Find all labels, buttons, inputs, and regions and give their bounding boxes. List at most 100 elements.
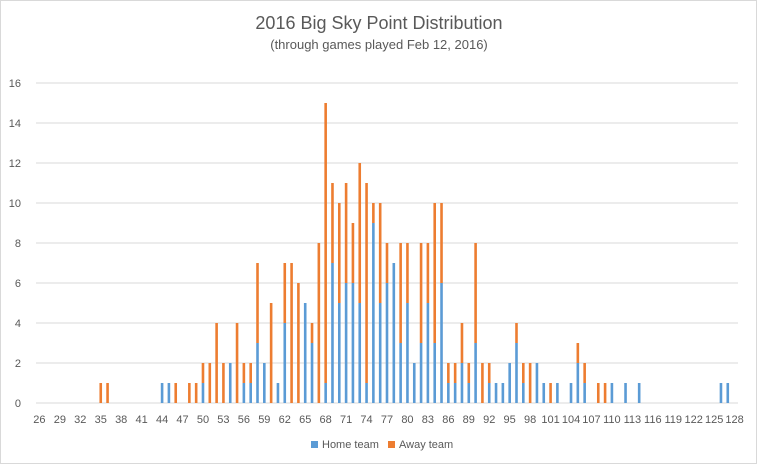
bar-away-team [467, 363, 471, 383]
bar-home-team [501, 383, 505, 403]
y-tick-label: 16 [9, 78, 21, 90]
bar-away-team [481, 363, 484, 403]
x-tick-label: 74 [360, 414, 372, 426]
bar-away-team [106, 383, 109, 403]
bar-away-team [487, 363, 491, 383]
bar-home-team [249, 383, 252, 403]
y-tick-label: 2 [15, 358, 21, 370]
y-tick-label: 12 [9, 158, 21, 170]
bar-away-team [269, 303, 273, 403]
bar-away-team [385, 243, 389, 283]
bar-home-team [474, 343, 477, 403]
x-tick-label: 53 [217, 414, 229, 426]
bar-home-team [337, 303, 341, 403]
x-tick-label: 35 [95, 414, 107, 426]
legend-swatch-home [311, 441, 318, 448]
bar-away-team [515, 323, 518, 343]
bar-away-team [99, 383, 103, 403]
x-tick-label: 50 [197, 414, 209, 426]
y-axis-ticks: 0 2 4 6 8 10 12 14 16 [9, 78, 21, 410]
bar-home-team [726, 383, 730, 403]
bar-away-team [549, 383, 552, 403]
bar-away-team [297, 283, 300, 403]
bar-away-team [235, 323, 239, 403]
x-tick-label: 86 [442, 414, 454, 426]
bar-home-team [576, 363, 580, 403]
bar-away-team [242, 363, 246, 383]
bar-away-team [399, 243, 402, 343]
bar-away-team [522, 363, 525, 383]
bar-home-team [256, 343, 259, 403]
bar-away-team [337, 203, 341, 303]
chart-subtitle: (through games played Feb 12, 2016) [270, 37, 488, 52]
x-tick-label: 110 [603, 414, 621, 426]
bar-home-team [542, 383, 546, 403]
legend-swatch-away [388, 441, 395, 448]
bar-home-team [440, 283, 443, 403]
bar-home-team [583, 383, 586, 403]
bar-away-team [440, 203, 443, 283]
bar-home-team [426, 303, 430, 403]
bar-away-team [249, 363, 252, 383]
bar-home-team [494, 383, 498, 403]
y-tick-label: 8 [15, 238, 21, 250]
bar-home-team [637, 383, 641, 403]
bar-home-team [447, 383, 450, 403]
bar-away-team [419, 243, 423, 343]
x-tick-label: 128 [725, 414, 743, 426]
bar-home-team [201, 383, 205, 403]
x-tick-label: 119 [664, 414, 682, 426]
bar-away-team [215, 323, 218, 403]
bars [99, 103, 730, 403]
bar-home-team [385, 283, 389, 403]
bar-home-team [535, 363, 539, 403]
x-tick-label: 116 [644, 414, 662, 426]
bar-home-team [344, 283, 348, 403]
bar-home-team [228, 363, 232, 403]
x-tick-label: 83 [422, 414, 434, 426]
bar-away-team [310, 323, 314, 343]
x-tick-label: 71 [340, 414, 352, 426]
y-tick-label: 14 [9, 118, 21, 130]
bar-home-team [283, 323, 287, 403]
bar-away-team [583, 363, 586, 383]
bar-home-team [378, 303, 382, 403]
bar-home-team [263, 363, 266, 403]
bar-away-team [317, 243, 321, 403]
x-tick-label: 89 [463, 414, 475, 426]
bar-home-team [276, 383, 280, 403]
bar-away-team [426, 243, 430, 303]
bar-away-team [290, 263, 293, 403]
bar-away-team [174, 383, 178, 403]
bar-away-team [447, 363, 450, 383]
bar-away-team [256, 263, 259, 343]
bar-home-team [522, 383, 525, 403]
x-tick-label: 113 [624, 414, 642, 426]
bar-away-team [283, 263, 287, 323]
bar-home-team [419, 343, 423, 403]
bar-away-team [222, 363, 225, 403]
bar-home-team [399, 343, 402, 403]
bar-home-team [331, 263, 334, 403]
x-tick-label: 38 [115, 414, 127, 426]
bar-home-team [412, 363, 416, 403]
bar-home-team [515, 343, 518, 403]
y-tick-label: 10 [9, 198, 21, 210]
bar-home-team [433, 343, 437, 403]
chart-title: 2016 Big Sky Point Distribution [255, 13, 502, 33]
x-tick-label: 101 [541, 414, 559, 426]
legend: Home team Away team [311, 439, 453, 451]
y-tick-label: 4 [15, 318, 21, 330]
x-tick-label: 59 [258, 414, 270, 426]
bar-away-team [194, 383, 198, 403]
x-axis-ticks: 26 29 32 35 38 41 44 47 50 53 56 59 62 65 68 71 74 77 80 83… [33, 414, 743, 426]
bar-home-team [467, 383, 471, 403]
bar-home-team [719, 383, 723, 403]
bar-away-team [358, 163, 362, 303]
bar-home-team [569, 383, 573, 403]
x-tick-label: 41 [136, 414, 148, 426]
bar-away-team [365, 183, 368, 383]
x-tick-label: 44 [156, 414, 168, 426]
bar-home-team [392, 263, 396, 403]
